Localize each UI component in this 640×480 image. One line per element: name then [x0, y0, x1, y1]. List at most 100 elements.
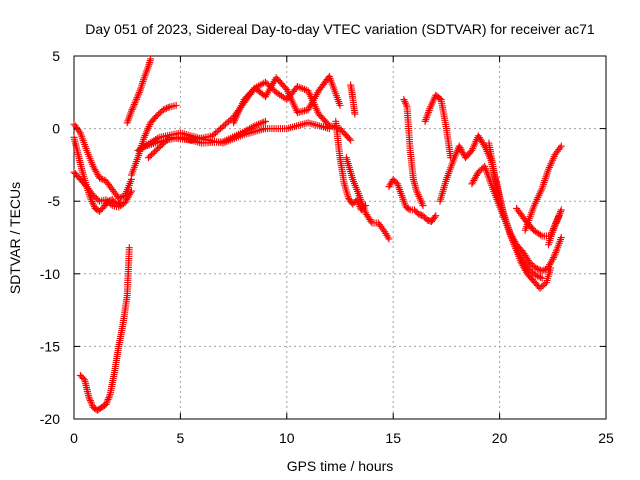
data-point: [226, 116, 234, 124]
data-point: [555, 211, 563, 219]
data-point: [432, 212, 440, 220]
data-point: [541, 280, 549, 288]
data-point: [550, 252, 558, 260]
data-point: [115, 194, 123, 202]
data-point: [557, 142, 565, 150]
data-point: [405, 205, 413, 213]
series-arc-18: [468, 162, 553, 275]
series-arc-19: [485, 139, 555, 292]
data-point: [293, 82, 301, 90]
data-point: [88, 400, 96, 408]
data-point: [554, 214, 562, 222]
data-point: [94, 196, 102, 204]
data-point: [556, 209, 564, 217]
data-point: [299, 85, 307, 93]
data-point: [529, 268, 537, 276]
data-point: [262, 117, 270, 125]
data-point: [155, 143, 163, 151]
data-point: [552, 219, 560, 227]
data-point: [347, 136, 355, 144]
chart-title: Day 051 of 2023, Sidereal Day-to-day VTE…: [85, 21, 595, 37]
data-layer: [70, 55, 565, 414]
data-point: [557, 206, 565, 214]
data-point: [549, 226, 557, 234]
data-point: [401, 99, 409, 107]
data-point: [131, 99, 139, 107]
data-point: [163, 136, 171, 144]
data-point: [419, 202, 427, 210]
data-point: [89, 191, 97, 199]
x-tick-label: 15: [385, 430, 401, 446]
series-arc-14: [385, 175, 440, 226]
data-point: [105, 392, 113, 400]
grid-layer: [74, 56, 606, 419]
data-point: [213, 128, 221, 136]
data-point: [221, 120, 229, 128]
data-point: [149, 149, 157, 157]
series-arc-15: [400, 96, 427, 210]
y-axis-label: SDTVAR / TECUs: [7, 182, 23, 294]
series-arc-22: [545, 206, 565, 249]
axis-layer: 0 5 10 15 20 25 -20 -15 -10 -5 0 5: [40, 48, 614, 446]
data-point: [135, 89, 143, 97]
data-point: [138, 81, 146, 89]
data-point: [527, 260, 535, 268]
data-point: [474, 168, 482, 176]
data-point: [132, 95, 140, 103]
data-point: [147, 55, 155, 63]
data-point: [262, 78, 270, 86]
data-point: [155, 110, 163, 118]
data-point: [478, 165, 486, 173]
data-point: [256, 81, 264, 89]
data-point: [276, 91, 284, 99]
data-point: [99, 175, 107, 183]
y-tick-label: 5: [52, 48, 60, 64]
series-arc-5: [123, 55, 155, 127]
data-point: [85, 393, 93, 401]
data-point: [212, 129, 220, 137]
data-point: [107, 200, 115, 208]
series-arc-21: [521, 142, 565, 234]
data-point: [554, 213, 562, 221]
data-point: [557, 234, 565, 241]
data-point: [551, 250, 559, 258]
data-point: [89, 199, 97, 207]
data-point: [295, 83, 303, 91]
data-point: [130, 100, 138, 108]
data-point: [75, 127, 83, 135]
data-point: [164, 135, 172, 143]
data-point: [251, 122, 259, 130]
data-point: [552, 249, 560, 257]
data-point: [297, 84, 305, 92]
series-arc-23: [545, 234, 565, 271]
data-point: [476, 167, 484, 175]
data-point: [105, 394, 113, 402]
data-point: [532, 271, 540, 279]
data-point: [301, 85, 309, 93]
data-point: [128, 105, 136, 113]
data-point: [253, 121, 261, 129]
data-point: [138, 79, 146, 87]
data-point: [208, 132, 216, 140]
data-point: [151, 148, 159, 156]
series-arc-12: [342, 154, 393, 243]
data-point: [436, 94, 444, 102]
data-point: [90, 201, 98, 209]
data-point: [536, 284, 544, 292]
data-point: [247, 124, 255, 132]
y-tick-label: -15: [40, 338, 60, 354]
data-point: [158, 141, 166, 149]
x-tick-label: 20: [492, 430, 508, 446]
x-tick-label: 25: [598, 430, 614, 446]
data-point: [159, 106, 167, 114]
data-point: [532, 264, 540, 272]
data-point: [540, 266, 548, 274]
data-point: [537, 273, 545, 281]
data-point: [127, 107, 135, 115]
data-point: [133, 94, 141, 102]
data-point: [240, 128, 248, 136]
data-point: [549, 255, 557, 263]
data-point: [533, 272, 541, 280]
